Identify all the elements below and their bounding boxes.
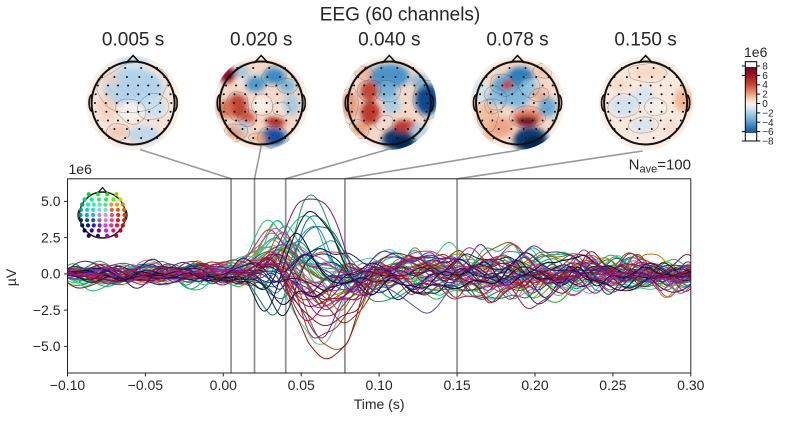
svg-text:0.25: 0.25 xyxy=(599,377,626,393)
svg-text:0.005 s: 0.005 s xyxy=(102,30,164,51)
svg-text:µV: µV xyxy=(3,268,19,286)
svg-text:0.0: 0.0 xyxy=(41,266,61,282)
svg-text:−2: −2 xyxy=(762,108,774,119)
svg-text:0.10: 0.10 xyxy=(365,377,392,393)
svg-text:6: 6 xyxy=(762,71,768,82)
svg-text:2.5: 2.5 xyxy=(41,229,61,245)
svg-text:−0.10: −0.10 xyxy=(50,377,86,393)
svg-text:2: 2 xyxy=(762,90,768,101)
svg-text:0.00: 0.00 xyxy=(210,377,237,393)
svg-text:−2.5: −2.5 xyxy=(33,302,61,318)
svg-text:5.0: 5.0 xyxy=(41,193,61,209)
svg-text:0.020 s: 0.020 s xyxy=(230,30,292,51)
svg-text:8: 8 xyxy=(762,62,768,73)
svg-text:0.040 s: 0.040 s xyxy=(358,30,420,51)
svg-text:Time (s): Time (s) xyxy=(354,396,405,412)
svg-text:−6: −6 xyxy=(762,127,774,138)
svg-text:1e6: 1e6 xyxy=(69,161,93,177)
svg-text:0.150 s: 0.150 s xyxy=(614,30,676,51)
svg-text:0.05: 0.05 xyxy=(288,377,315,393)
svg-text:0.20: 0.20 xyxy=(521,377,548,393)
svg-text:EEG (60 channels): EEG (60 channels) xyxy=(320,5,481,26)
svg-text:−5.0: −5.0 xyxy=(33,338,61,354)
svg-text:0: 0 xyxy=(762,99,768,110)
svg-text:−8: −8 xyxy=(762,137,774,148)
svg-text:−0.05: −0.05 xyxy=(128,377,164,393)
svg-text:0.30: 0.30 xyxy=(677,377,704,393)
svg-text:1e6: 1e6 xyxy=(744,44,768,60)
svg-text:−4: −4 xyxy=(762,118,774,129)
svg-text:Nave=100: Nave=100 xyxy=(629,157,691,176)
svg-text:0.078 s: 0.078 s xyxy=(486,30,548,51)
svg-text:4: 4 xyxy=(762,80,768,91)
svg-text:0.15: 0.15 xyxy=(443,377,470,393)
